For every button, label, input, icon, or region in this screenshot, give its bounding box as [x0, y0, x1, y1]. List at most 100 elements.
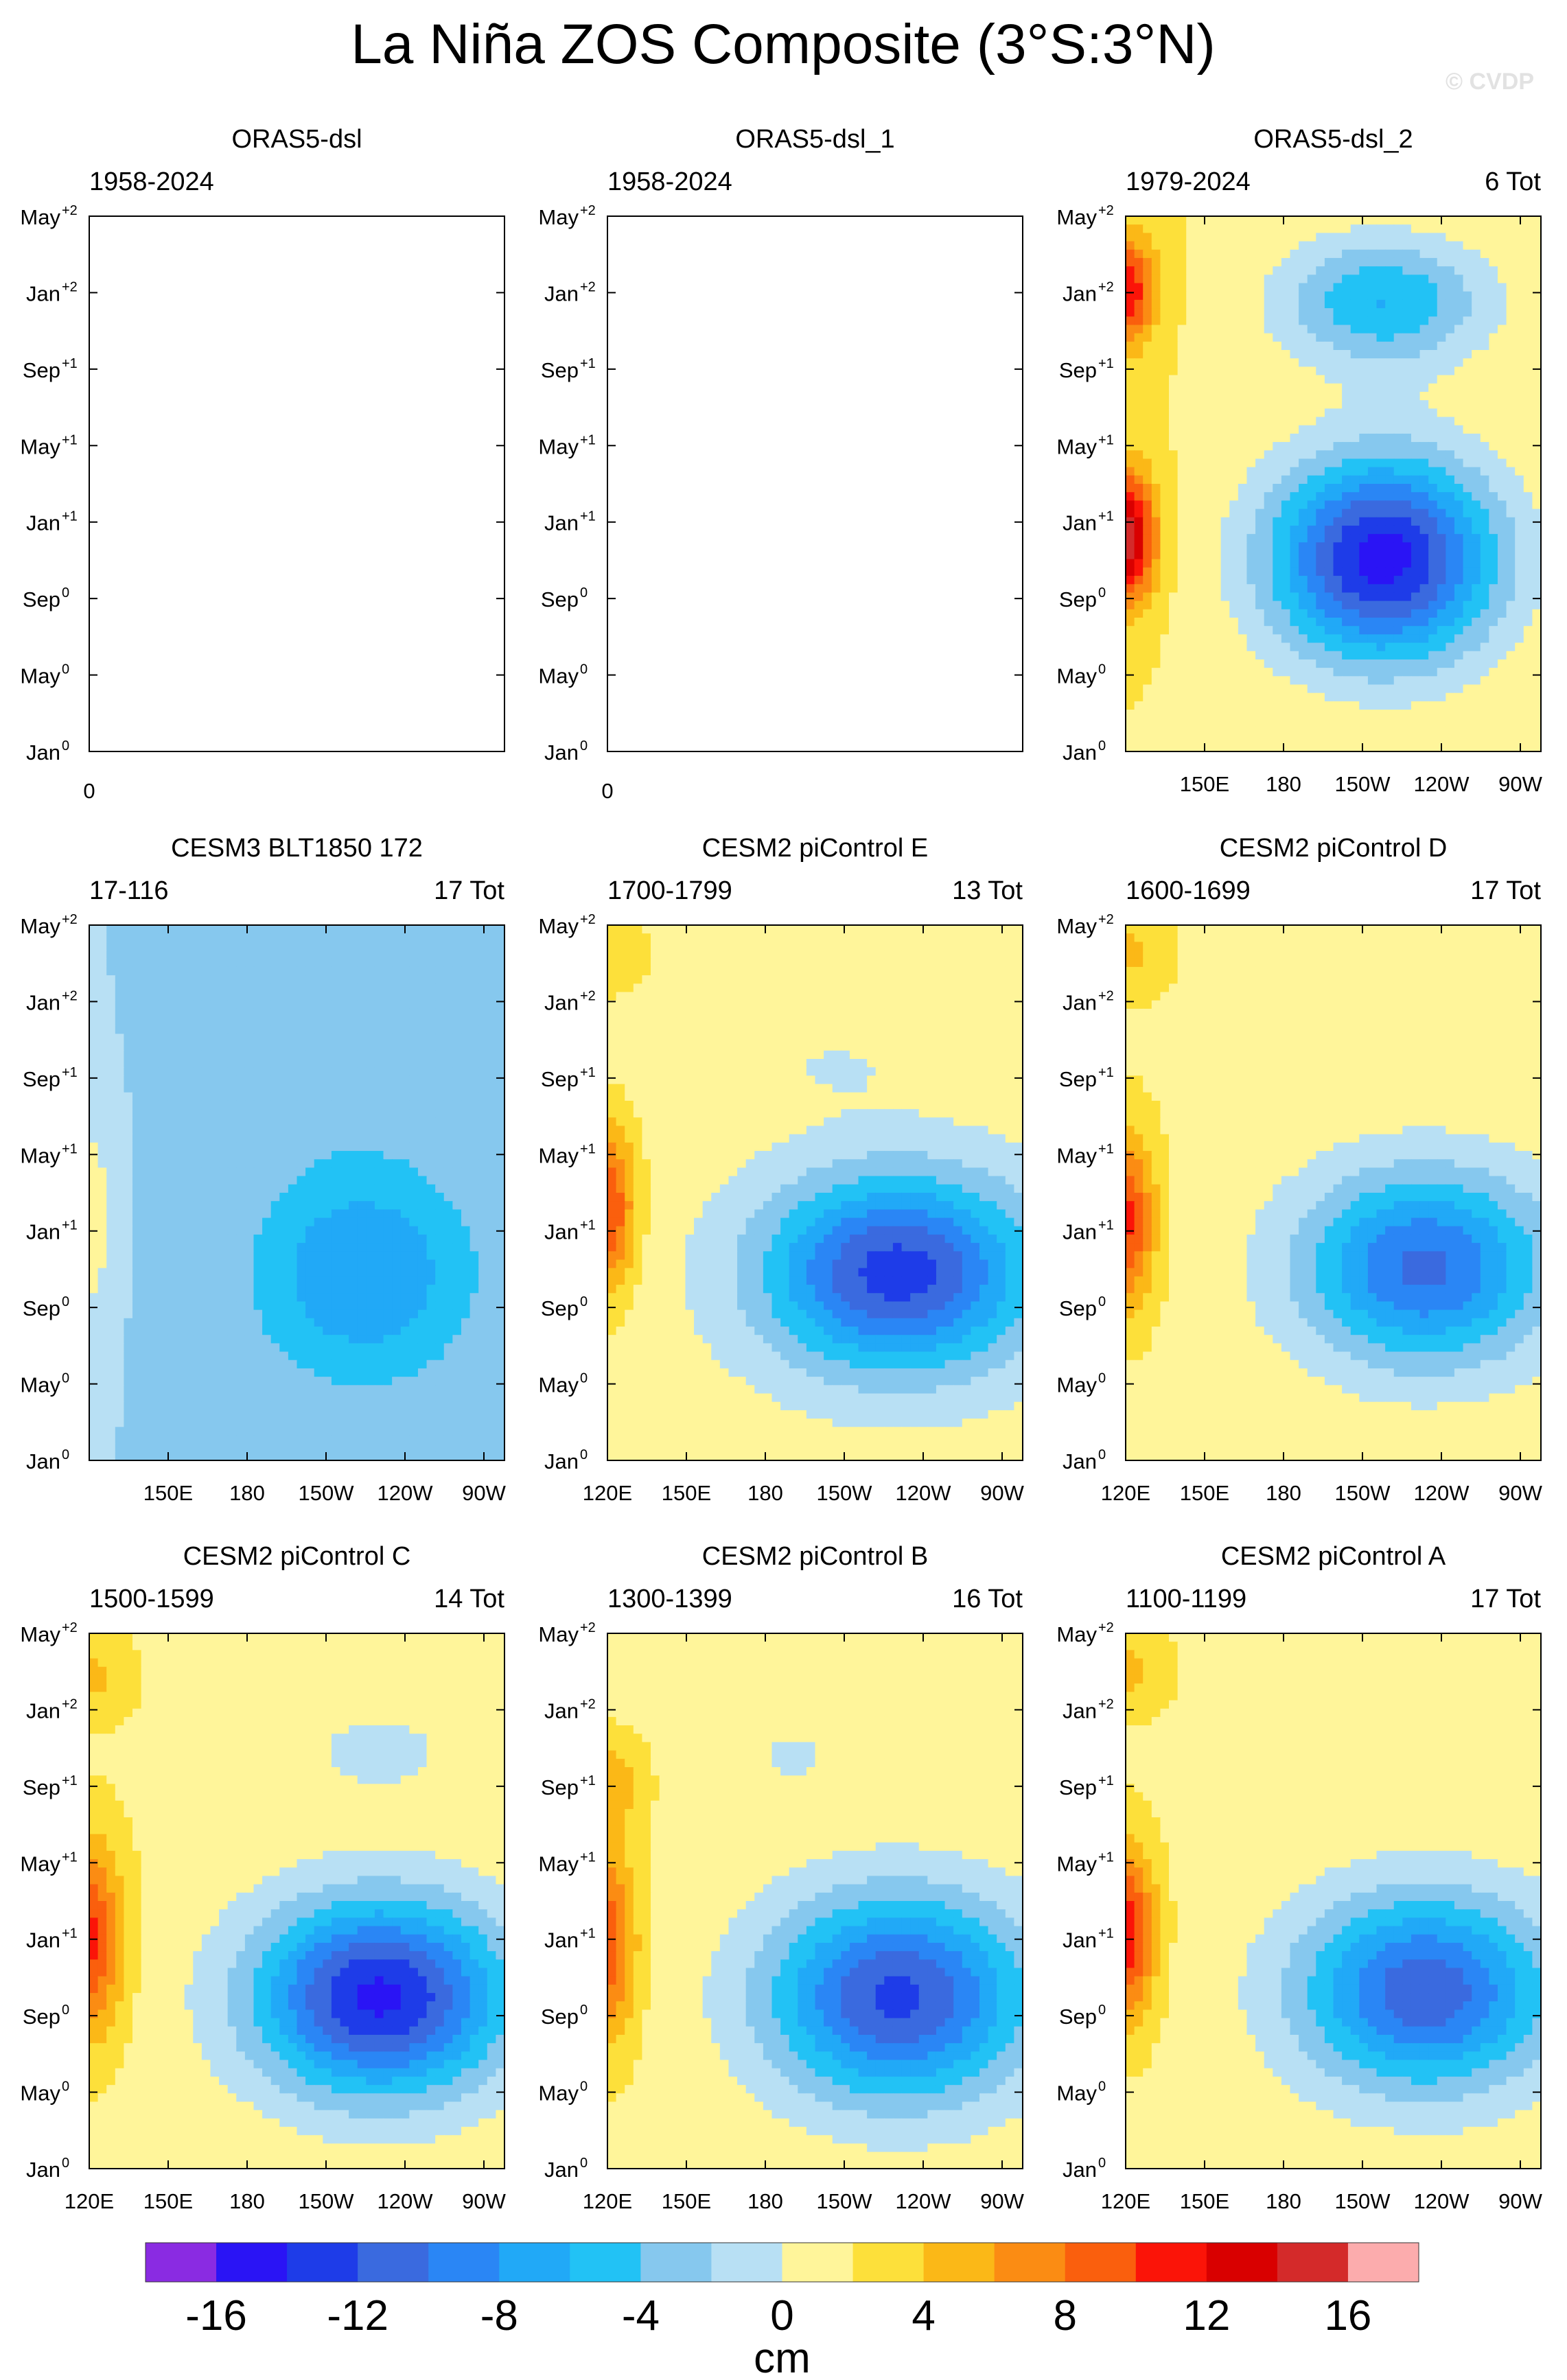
heatmap-cell	[1273, 735, 1281, 744]
heatmap-cell	[401, 1218, 410, 1227]
heatmap-cell	[1308, 375, 1316, 384]
heatmap-cell	[1325, 467, 1334, 476]
heatmap-cell	[271, 1075, 280, 1084]
heatmap-cell	[314, 959, 323, 968]
heatmap-cell	[1195, 283, 1204, 292]
heatmap-cell	[1515, 450, 1524, 459]
heatmap-cell	[1394, 701, 1403, 710]
heatmap-cell	[1446, 334, 1454, 342]
heatmap-cell	[1385, 668, 1394, 677]
heatmap-cell	[1281, 559, 1290, 568]
y-tick-label: Sep	[1059, 358, 1097, 382]
heatmap-cell	[106, 1218, 115, 1227]
heatmap-cell	[1377, 651, 1386, 660]
heatmap-cell	[401, 1025, 410, 1034]
heatmap-cell	[1472, 458, 1481, 467]
heatmap-cell	[1411, 358, 1420, 367]
heatmap-cell	[1273, 484, 1281, 493]
heatmap-cell	[219, 1176, 228, 1185]
heatmap-cell	[1126, 334, 1135, 342]
heatmap-cell	[1273, 308, 1281, 317]
heatmap-cell	[305, 1067, 314, 1076]
heatmap-cell	[1334, 509, 1343, 518]
heatmap-cell	[1255, 660, 1264, 668]
heatmap-cell	[1428, 484, 1437, 493]
heatmap-cell	[1359, 275, 1368, 283]
heatmap-cell	[1334, 358, 1343, 367]
heatmap-cell	[1195, 342, 1204, 351]
heatmap-cell	[253, 1167, 262, 1176]
heatmap-cell	[1152, 442, 1161, 451]
heatmap-cell	[1532, 334, 1541, 342]
heatmap-cell	[1515, 693, 1524, 702]
heatmap-cell	[185, 950, 194, 959]
heatmap-cell	[358, 925, 367, 934]
heatmap-cell	[1411, 584, 1420, 593]
heatmap-cell	[470, 1143, 479, 1152]
heatmap-cell	[305, 933, 314, 942]
heatmap-cell	[1524, 334, 1533, 342]
heatmap-cell	[1428, 517, 1437, 526]
y-tick-sup: +1	[580, 509, 596, 524]
heatmap-cell	[1126, 484, 1135, 493]
heatmap-cell	[1169, 576, 1178, 585]
heatmap-cell	[1524, 735, 1533, 744]
heatmap-cell	[1160, 626, 1169, 635]
y-tick-label: May	[538, 664, 579, 688]
heatmap-cell	[1281, 509, 1290, 518]
heatmap-cell	[1255, 342, 1264, 351]
heatmap-cell	[1446, 266, 1454, 275]
heatmap-cell	[1446, 618, 1454, 627]
heatmap-cell	[1446, 500, 1454, 509]
heatmap-cell	[1428, 458, 1437, 467]
heatmap-cell	[106, 1193, 115, 1202]
heatmap-cell	[461, 983, 470, 992]
heatmap-cell	[349, 1001, 358, 1010]
heatmap-cell	[159, 942, 167, 950]
heatmap-cell	[427, 1075, 436, 1084]
heatmap-cell	[470, 1017, 479, 1026]
heatmap-cell	[1135, 634, 1144, 643]
heatmap-cell	[1437, 668, 1446, 677]
heatmap-cell	[1377, 643, 1386, 652]
heatmap-cell	[1308, 350, 1316, 359]
heatmap-cell	[1325, 592, 1334, 601]
heatmap-cell	[1420, 484, 1429, 493]
heatmap-cell	[470, 1126, 479, 1135]
heatmap-cell	[427, 959, 436, 968]
heatmap-cell	[1308, 266, 1316, 275]
heatmap-cell	[1394, 618, 1403, 627]
heatmap-cell	[167, 1218, 176, 1227]
heatmap-cell	[1152, 676, 1161, 685]
heatmap-cell	[375, 1167, 384, 1176]
heatmap-cell	[1515, 743, 1524, 752]
heatmap-cell	[1342, 676, 1351, 685]
heatmap-cell	[470, 933, 479, 942]
heatmap-cell	[1524, 342, 1533, 351]
heatmap-cell	[193, 1093, 202, 1101]
heatmap-cell	[1342, 384, 1351, 393]
heatmap-cell	[323, 1075, 332, 1084]
heatmap-cell	[115, 1226, 124, 1235]
heatmap-cell	[1524, 517, 1533, 526]
heatmap-cell	[1437, 509, 1446, 518]
heatmap-cell	[1342, 350, 1351, 359]
heatmap-cell	[1334, 651, 1343, 660]
heatmap-cell	[1299, 484, 1308, 493]
heatmap-cell	[1437, 350, 1446, 359]
heatmap-cell	[1264, 693, 1273, 702]
heatmap-cell	[1308, 584, 1316, 593]
heatmap-cell	[1385, 292, 1394, 301]
heatmap-cell	[1532, 300, 1541, 309]
heatmap-cell	[1515, 434, 1524, 443]
heatmap-cell	[1316, 292, 1325, 301]
heatmap-cell	[452, 933, 461, 942]
heatmap-cell	[409, 942, 418, 950]
heatmap-cell	[1385, 434, 1394, 443]
heatmap-cell	[124, 1235, 132, 1244]
heatmap-cell	[132, 1134, 141, 1143]
heatmap-cell	[1135, 408, 1144, 417]
heatmap-cell	[1428, 660, 1437, 668]
heatmap-cell	[176, 1017, 185, 1026]
heatmap-cell	[1532, 576, 1541, 585]
